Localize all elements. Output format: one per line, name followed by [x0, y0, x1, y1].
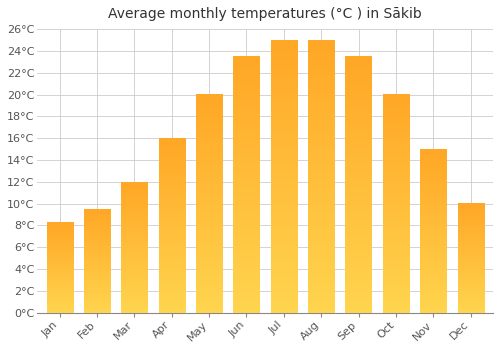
Title: Average monthly temperatures (°C ) in Sākib: Average monthly temperatures (°C ) in Sā… — [108, 7, 422, 21]
